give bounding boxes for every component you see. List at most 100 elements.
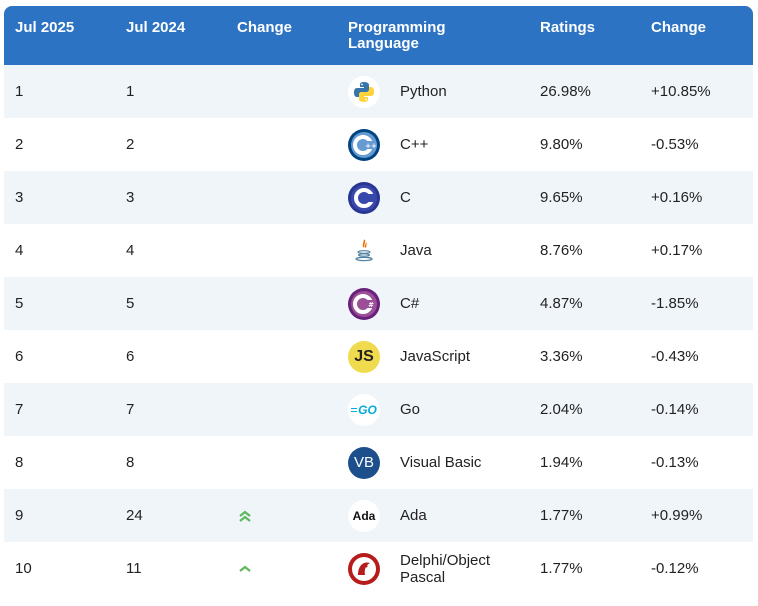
- header-jul-2024[interactable]: Jul 2024: [126, 19, 186, 36]
- language-cell: # C#: [348, 277, 538, 330]
- vb-logo-icon: VB: [348, 446, 380, 479]
- trend-cell: [237, 489, 253, 542]
- rating: 8.76%: [540, 242, 583, 259]
- table-row: 3 3 C 9.65% +0.16%: [4, 171, 753, 224]
- language-name[interactable]: Delphi/Object Pascal: [400, 552, 490, 586]
- language-name-line2: Pascal: [400, 568, 446, 586]
- rating-change: -0.13%: [651, 454, 699, 471]
- rank-2024: 24: [126, 507, 143, 524]
- cpp-logo-icon: ++: [348, 128, 380, 161]
- rank-2025: 3: [15, 189, 24, 206]
- go-logo-text: GO: [358, 402, 377, 417]
- rating: 2.04%: [540, 401, 583, 418]
- header-language-line2: Language: [348, 35, 419, 52]
- python-logo-icon: [348, 75, 380, 108]
- rank-2025: 8: [15, 454, 24, 471]
- ada-logo-icon: Ada: [348, 499, 380, 532]
- tiobe-index-table: Jul 2025 Jul 2024 Change Programming Lan…: [4, 6, 753, 606]
- language-name-line1: Delphi/Object: [400, 551, 491, 569]
- table-row: 9 24 Ada Ada 1.77% +0.99%: [4, 489, 753, 542]
- rank-2025: 9: [15, 507, 24, 524]
- rating-change: -0.43%: [651, 348, 699, 365]
- rank-2025: 6: [15, 348, 24, 365]
- rank-2025: 7: [15, 401, 24, 418]
- svg-text:#: #: [368, 301, 374, 309]
- rank-2024: 4: [126, 242, 135, 259]
- language-cell: Delphi/Object Pascal: [348, 542, 538, 595]
- double-chevron-up-icon: [237, 508, 253, 524]
- rank-2024: 11: [126, 560, 142, 577]
- language-name[interactable]: JavaScript: [400, 348, 471, 365]
- rank-2024: 2: [126, 136, 135, 153]
- javascript-logo-icon: JS: [348, 340, 380, 373]
- language-cell: JS JavaScript: [348, 330, 538, 383]
- language-name[interactable]: Ada: [400, 507, 427, 524]
- svg-text:++: ++: [365, 142, 377, 150]
- javascript-logo-text: JS: [354, 347, 374, 365]
- ada-logo-text: Ada: [352, 508, 376, 523]
- rank-2024: 8: [126, 454, 135, 471]
- go-logo-icon: GO: [348, 393, 380, 426]
- rating: 26.98%: [540, 83, 591, 100]
- rating-change: -0.14%: [651, 401, 699, 418]
- language-cell: GO Go: [348, 383, 538, 436]
- rank-2025: 4: [15, 242, 24, 259]
- table-row: 2 2 ++ C++ 9.80% -0.53%: [4, 118, 753, 171]
- rank-2024: 5: [126, 295, 135, 312]
- vb-logo-text: VB: [353, 454, 374, 471]
- header-ratings[interactable]: Ratings: [540, 19, 596, 36]
- rating-change: -1.85%: [651, 295, 699, 312]
- language-cell: VB Visual Basic: [348, 436, 538, 489]
- table-row: 4 4 Java 8.76% +0.17%: [4, 224, 753, 277]
- header-jul-2025[interactable]: Jul 2025: [15, 19, 75, 36]
- java-logo-icon: [348, 235, 380, 267]
- trend-cell: [237, 542, 253, 595]
- language-name[interactable]: Python: [400, 83, 447, 100]
- delphi-logo-icon: [348, 552, 380, 585]
- rating: 1.77%: [540, 560, 583, 577]
- header-change-rank[interactable]: Change: [237, 19, 293, 36]
- table-row: 6 6 JS JavaScript 3.36% -0.43%: [4, 330, 753, 383]
- language-name[interactable]: C#: [400, 295, 420, 312]
- rating-change: +0.17%: [651, 242, 703, 259]
- table-row: 5 5 # C# 4.87% -1.85%: [4, 277, 753, 330]
- language-cell: ++ C++: [348, 118, 538, 171]
- rating-change: -0.53%: [651, 136, 699, 153]
- rank-2025: 1: [15, 83, 24, 100]
- header-programming-language[interactable]: Programming Language: [348, 20, 446, 52]
- table-row: 8 8 VB Visual Basic 1.94% -0.13%: [4, 436, 753, 489]
- table-row: 1 1 Python 26.98% +10.85%: [4, 65, 753, 118]
- rating-change: +0.16%: [651, 189, 703, 206]
- rating-change: -0.12%: [651, 560, 699, 577]
- language-name[interactable]: C++: [400, 136, 429, 153]
- rank-2024: 7: [126, 401, 135, 418]
- rating: 9.80%: [540, 136, 583, 153]
- rank-2025: 5: [15, 295, 24, 312]
- language-name[interactable]: Go: [400, 401, 421, 418]
- rating: 1.77%: [540, 507, 583, 524]
- rating-change: +10.85%: [651, 83, 711, 100]
- language-cell: Java: [348, 224, 538, 277]
- rating-change: +0.99%: [651, 507, 703, 524]
- rank-2024: 3: [126, 189, 135, 206]
- go-logo-mark: GO: [351, 403, 377, 417]
- language-cell: Python: [348, 65, 538, 118]
- rank-2024: 6: [126, 348, 135, 365]
- table-row: 10 11 Delphi/Object Pascal: [4, 542, 753, 595]
- language-name[interactable]: Java: [400, 242, 432, 259]
- rank-2025: 2: [15, 136, 24, 153]
- header-change-rating[interactable]: Change: [651, 19, 707, 36]
- language-cell: C: [348, 171, 538, 224]
- rating: 3.36%: [540, 348, 583, 365]
- c-logo-icon: [348, 181, 380, 214]
- table-header: Jul 2025 Jul 2024 Change Programming Lan…: [4, 6, 753, 65]
- language-cell: Ada Ada: [348, 489, 538, 542]
- rating: 4.87%: [540, 295, 583, 312]
- chevron-up-icon: [237, 561, 253, 577]
- language-name[interactable]: C: [400, 189, 411, 206]
- rank-2024: 1: [126, 83, 135, 100]
- language-name[interactable]: Visual Basic: [400, 454, 482, 471]
- rank-2025: 10: [15, 560, 32, 577]
- header-language-line1: Programming: [348, 19, 446, 36]
- rating: 1.94%: [540, 454, 583, 471]
